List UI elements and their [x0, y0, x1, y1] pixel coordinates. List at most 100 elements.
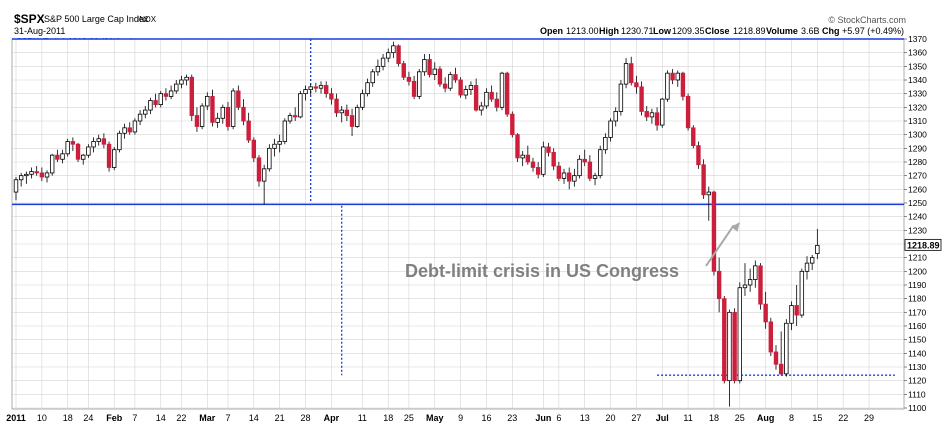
date-label: 31-Aug-2011 [14, 26, 65, 36]
x-tick-label: 6 [556, 413, 561, 423]
candle [143, 105, 148, 119]
candle-body-up [809, 257, 815, 264]
candle-body-down [722, 298, 727, 382]
candle [137, 110, 143, 126]
candle [292, 107, 298, 121]
candle [453, 67, 458, 83]
y-tick-label: 1230 [908, 225, 927, 235]
candle [582, 149, 587, 167]
candle [535, 162, 541, 179]
y-tick-label: 1190 [908, 280, 927, 290]
candle-body-up [81, 154, 86, 160]
candle-body-up [148, 100, 153, 111]
candle [344, 104, 350, 121]
candle-body-down [763, 303, 768, 323]
x-tick-label: 23 [507, 413, 517, 423]
candle [298, 90, 303, 119]
y-tick-label: 1280 [908, 157, 927, 167]
candle-body-down [106, 143, 112, 168]
annotation-arrowhead [731, 222, 740, 232]
candle [566, 167, 572, 190]
candle [251, 137, 257, 162]
candle-body-down [716, 270, 722, 300]
candle [768, 317, 774, 357]
candle [174, 80, 179, 94]
candle [773, 345, 779, 370]
candle [706, 186, 711, 221]
candle-body-up [520, 154, 525, 159]
candle [711, 190, 717, 276]
candle [665, 70, 670, 102]
candle [34, 166, 39, 176]
candle [75, 142, 81, 162]
y-tick-label: 1110 [908, 389, 926, 399]
candle-body-up [391, 45, 396, 54]
candle [654, 107, 660, 131]
candle [91, 137, 96, 153]
y-tick-label: 1260 [908, 184, 927, 194]
candle-body-down [251, 139, 257, 159]
y-tick-label: 1270 [908, 171, 927, 181]
candle-body-down [525, 154, 531, 163]
candle-body-down [691, 127, 696, 147]
y-tick-label: 1370 [908, 34, 927, 44]
candle [551, 148, 556, 171]
candle [246, 112, 251, 143]
candle [701, 159, 706, 199]
x-tick-label: 7 [225, 413, 230, 423]
x-tick-label: 11 [358, 413, 367, 423]
candle [18, 172, 24, 187]
candle [70, 137, 76, 152]
candle [561, 168, 567, 184]
symbol-label: $SPX [14, 12, 45, 26]
candle-body-down [510, 113, 515, 136]
candle-body-up [608, 120, 613, 138]
candle [458, 77, 463, 98]
low-label: Low [653, 26, 672, 36]
candle-body-up [598, 149, 603, 177]
candle-body-down [437, 68, 443, 85]
candle [515, 133, 520, 162]
candle-body-up [541, 146, 546, 175]
candle-body-down [473, 85, 479, 111]
candle [463, 85, 468, 100]
candle-body-down [587, 161, 593, 179]
x-tick-label: 22 [176, 413, 186, 423]
candle [411, 75, 417, 100]
candle [329, 88, 334, 105]
y-tick-label: 1320 [908, 102, 927, 112]
candle [406, 71, 412, 86]
candle-body-up [112, 149, 117, 168]
index-name-label: S&P 500 Large Cap Index [44, 14, 149, 24]
candle-body-down [189, 76, 194, 116]
candle [732, 308, 737, 384]
candle [215, 112, 220, 128]
candle-body-down [530, 161, 536, 168]
candle-body-down [323, 85, 329, 95]
candle-body-down [644, 111, 649, 118]
candle [112, 146, 117, 171]
candle-body-up [618, 83, 624, 112]
x-tick-label: 14 [156, 413, 166, 423]
candle-body-down [773, 351, 779, 365]
candle [303, 85, 308, 101]
candle [339, 105, 344, 123]
annotation-text: Debt-limit crisis in US Congress [405, 261, 679, 281]
x-tick-label: 18 [63, 413, 73, 423]
candle-body-down [535, 167, 541, 175]
candle-body-down [246, 120, 251, 141]
x-tick-label: Feb [106, 413, 123, 423]
annotation-arrow [705, 224, 735, 267]
y-tick-label: 1150 [908, 335, 927, 345]
candle [510, 111, 515, 138]
candle-body-down [236, 90, 241, 108]
candle [484, 88, 489, 109]
candle-body-up [49, 154, 55, 174]
candle-body-up [267, 147, 272, 170]
candle-body-up [784, 322, 789, 375]
candle [613, 107, 618, 127]
candle-body-up [675, 72, 680, 81]
y-tick-label: 1170 [908, 307, 927, 317]
candle [525, 145, 531, 165]
candle-body-down [163, 93, 169, 97]
